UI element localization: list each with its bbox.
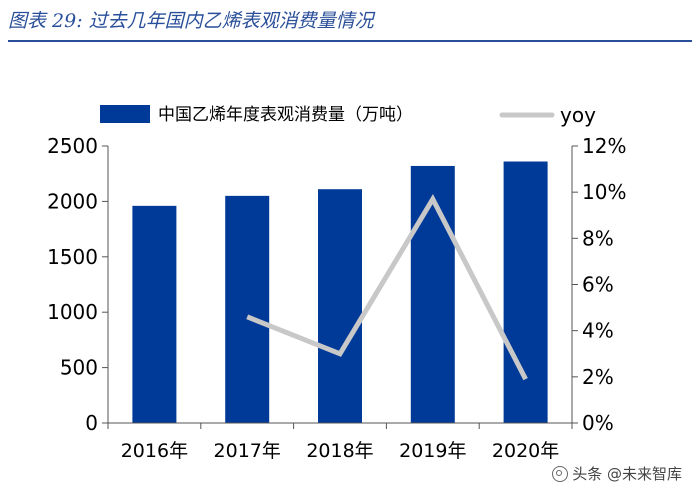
right-tick-label: 2% (582, 365, 614, 389)
right-tick-label: 10% (582, 180, 626, 204)
bar (410, 165, 455, 423)
right-tick-label: 6% (582, 273, 614, 297)
title-divider (8, 40, 692, 42)
legend-bar-swatch (100, 105, 150, 123)
right-tick-label: 0% (582, 411, 614, 435)
left-tick-label: 2500 (47, 134, 98, 158)
figure-title: 图表 29: 过去几年国内乙烯表观消费量情况 (8, 10, 374, 32)
bar (132, 205, 177, 423)
x-tick-label: 2019年 (399, 440, 466, 462)
right-axis: 0% 2% 4% 6% 8% 10% 12% (571, 134, 626, 435)
bar (318, 189, 362, 423)
bar (225, 195, 270, 423)
left-tick-label: 0 (85, 411, 98, 435)
right-tick-label: 8% (582, 226, 614, 250)
right-tick-label: 4% (582, 319, 614, 343)
x-tick-label: 2016年 (121, 440, 188, 462)
x-axis: 2016年 2017年 2018年 2019年 2020年 (107, 422, 573, 462)
x-tick-label: 2020年 (492, 440, 559, 462)
left-tick-label: 1000 (47, 300, 98, 324)
left-tick-label: 500 (60, 356, 98, 380)
right-tick-label: 12% (582, 134, 626, 158)
watermark-text: 头条 @未来智库 (572, 465, 682, 483)
left-axis: 0 500 1000 1500 2000 2500 (47, 134, 109, 435)
watermark-logo-icon (552, 466, 569, 482)
legend-line-label: yoy (560, 103, 596, 127)
bar-series (132, 161, 548, 423)
bar (503, 161, 548, 423)
x-tick-label: 2018年 (306, 440, 373, 462)
legend: 中国乙烯年度表观消费量（万吨） yoy (100, 103, 596, 127)
left-tick-label: 1500 (47, 245, 98, 269)
legend-bar-label: 中国乙烯年度表观消费量（万吨） (158, 105, 413, 125)
left-tick-label: 2000 (47, 189, 98, 213)
x-tick-label: 2017年 (214, 440, 281, 462)
watermark: 头条 @未来智库 (552, 462, 682, 486)
yoy-line (246, 193, 528, 381)
yoy-series (246, 193, 528, 381)
